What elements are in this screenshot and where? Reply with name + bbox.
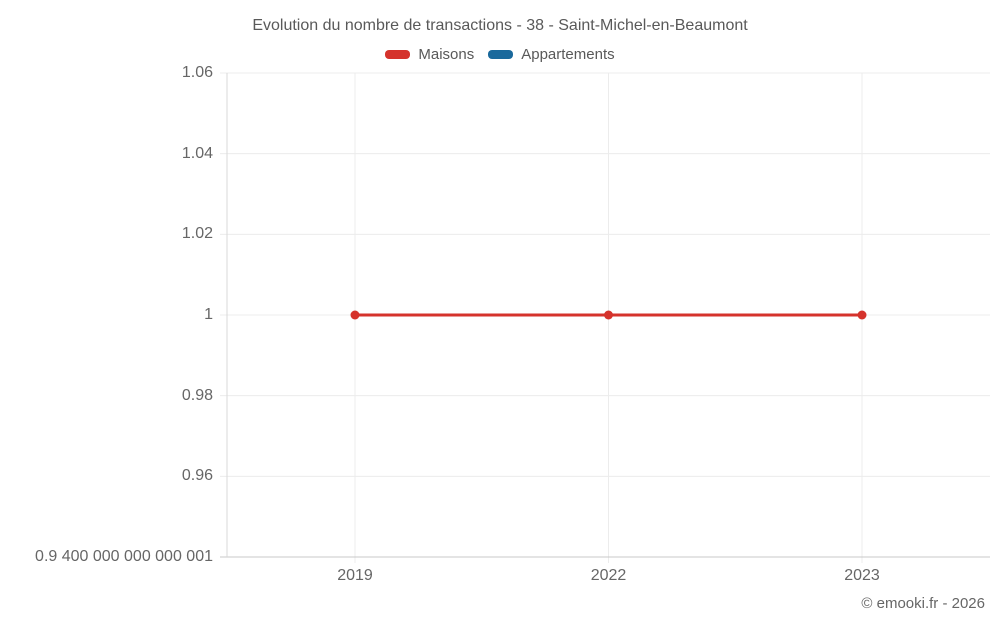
y-tick-label: 1.06 [181, 64, 213, 81]
y-tick-label: 1.02 [181, 225, 213, 243]
data-point-maisons[interactable] [604, 310, 613, 320]
y-tick-label: 0.9 400 000 000 000 001 [35, 548, 213, 565]
x-tick-label: 2019 [337, 567, 373, 584]
chart-title: Evolution du nombre de transactions - 38… [252, 17, 748, 34]
legend-label-maisons: Maisons [418, 46, 475, 63]
data-point-maisons[interactable] [857, 310, 867, 320]
legend-label-appartements: Appartements [521, 46, 615, 63]
chart-legend: Maisons Appartements [0, 46, 1000, 63]
legend-item-maisons[interactable]: Maisons [385, 46, 474, 63]
y-tick-label: 1.04 [181, 144, 213, 162]
legend-item-appartements[interactable]: Appartements [488, 46, 615, 63]
appartements-color-swatch [488, 50, 514, 59]
x-tick-label: 2022 [590, 567, 627, 584]
y-tick-label: 1 [204, 306, 213, 323]
y-tick-label: 0.98 [181, 386, 213, 404]
maisons-color-swatch [385, 50, 411, 59]
x-tick-label: 2023 [844, 567, 880, 584]
copyright-notice: © emooki.fr - 2026 [861, 595, 985, 612]
y-tick-label: 0.96 [181, 467, 213, 485]
data-point-maisons[interactable] [350, 310, 360, 320]
